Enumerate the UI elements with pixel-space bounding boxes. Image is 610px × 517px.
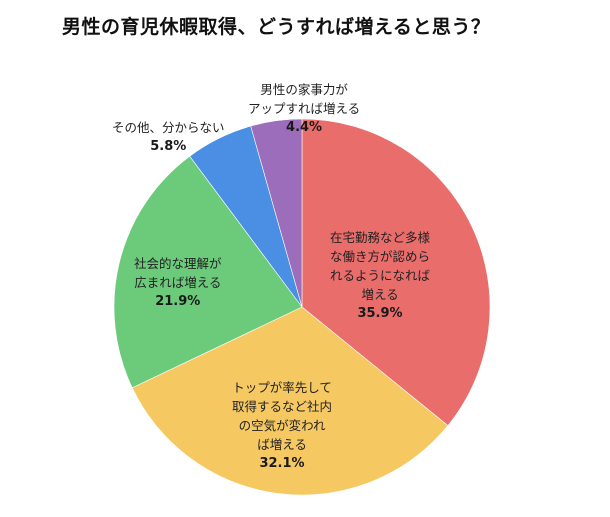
slice-value: 35.9% bbox=[357, 306, 403, 321]
pie-slice bbox=[113, 155, 303, 389]
slice-value: 4.4% bbox=[286, 120, 323, 135]
slice-value: 32.1% bbox=[259, 456, 305, 471]
pie-slice bbox=[301, 118, 491, 427]
slice-label-remote-work: 在宅勤務など多様 な働き方が認めら れるようになれば 増える 35.9% bbox=[330, 230, 431, 321]
slice-label-social-understanding: 社会的な理解が 広まれば増える 21.9% bbox=[134, 256, 222, 309]
slice-label-top-leads: トップが率先して 取得するなど社内 の空気が変われ ば増える 32.1% bbox=[232, 380, 333, 471]
slice-label-other: その他、分からない 5.8% bbox=[112, 120, 225, 154]
chart-title: 男性の育児休暇取得、どうすれば増えると思う？ bbox=[62, 16, 491, 38]
slice-label-housework: 男性の家事力が アップすれば増える 4.4% bbox=[248, 82, 361, 135]
pie-slice bbox=[250, 118, 303, 308]
pie-slice bbox=[131, 306, 449, 496]
slice-value: 5.8% bbox=[150, 139, 187, 154]
slice-value: 21.9% bbox=[155, 294, 201, 309]
